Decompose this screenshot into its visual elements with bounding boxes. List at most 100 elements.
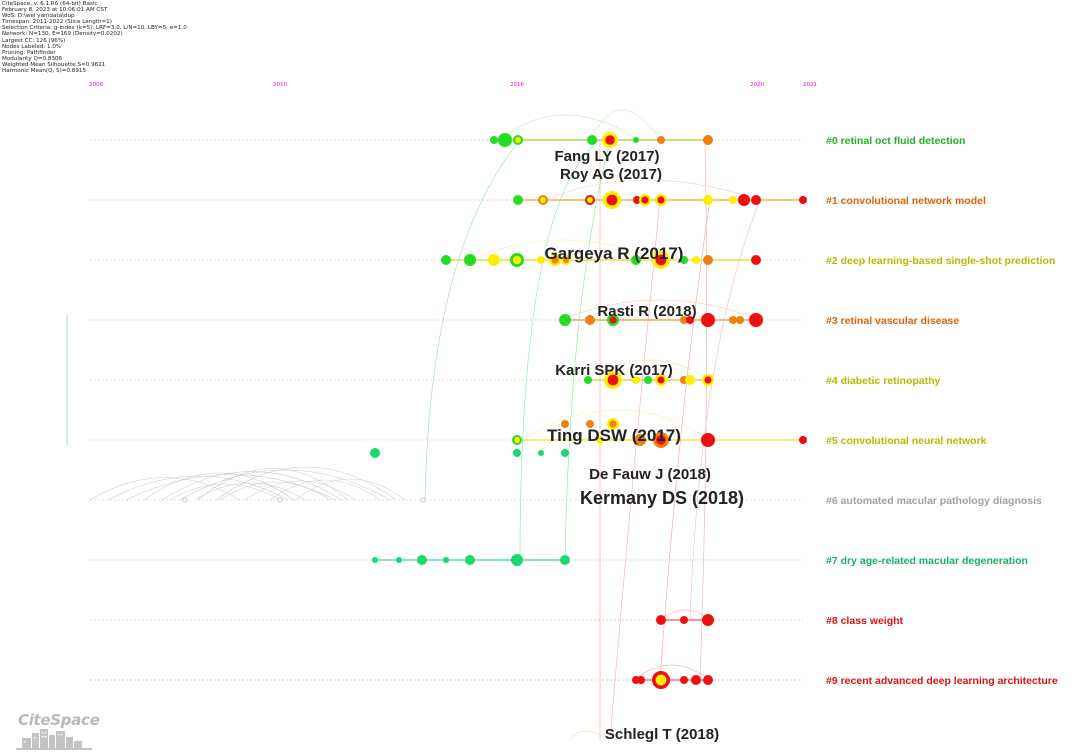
reference-node[interactable] (488, 254, 500, 266)
reference-node[interactable] (685, 375, 695, 385)
cluster-label[interactable]: #0 retinal oct fluid detection (826, 135, 965, 147)
reference-node[interactable] (703, 255, 713, 265)
reference-node[interactable] (691, 675, 701, 685)
reference-node[interactable] (607, 374, 619, 386)
reference-node[interactable] (586, 420, 594, 428)
reference-node[interactable] (655, 254, 667, 266)
reference-node[interactable] (703, 675, 713, 685)
reference-node[interactable] (680, 676, 688, 684)
reference-node[interactable] (632, 376, 640, 384)
reference-node[interactable] (511, 554, 523, 566)
reference-node[interactable] (561, 449, 569, 457)
reference-node[interactable] (560, 555, 570, 565)
reference-node[interactable] (587, 135, 597, 145)
reference-node[interactable] (540, 197, 546, 203)
reference-node[interactable] (417, 555, 427, 565)
reference-node[interactable] (609, 420, 617, 428)
reference-node[interactable] (464, 254, 476, 266)
reference-node[interactable] (537, 256, 545, 264)
reference-node[interactable] (596, 436, 604, 444)
cluster-label[interactable]: #4 diabetic retinopathy (826, 375, 941, 387)
reference-node[interactable] (641, 196, 649, 204)
reference-node[interactable] (686, 316, 694, 324)
reference-node[interactable] (609, 316, 617, 324)
reference-node[interactable] (605, 135, 615, 145)
reference-node[interactable] (182, 497, 188, 503)
reference-node[interactable] (587, 197, 593, 203)
reference-node[interactable] (704, 376, 712, 384)
reference-node[interactable] (644, 376, 652, 384)
reference-node[interactable] (551, 256, 559, 264)
reference-node[interactable] (443, 557, 449, 563)
reference-node[interactable] (680, 616, 688, 624)
reference-node[interactable] (680, 316, 688, 324)
reference-node[interactable] (633, 196, 641, 204)
reference-node[interactable] (751, 195, 761, 205)
reference-label[interactable]: Karri SPK (2017) (555, 362, 673, 379)
reference-node[interactable] (701, 433, 715, 447)
cluster-label[interactable]: #5 convolutional neural network (826, 435, 987, 447)
reference-node[interactable] (490, 136, 498, 144)
reference-node[interactable] (799, 196, 807, 204)
reference-node[interactable] (514, 437, 520, 443)
reference-node[interactable] (370, 448, 380, 458)
reference-node[interactable] (396, 557, 402, 563)
reference-node[interactable] (498, 133, 512, 147)
cluster-label[interactable]: #8 class weight (826, 615, 904, 627)
reference-node[interactable] (515, 137, 521, 143)
reference-node[interactable] (657, 376, 665, 384)
reference-node[interactable] (277, 497, 283, 503)
reference-node[interactable] (702, 614, 714, 626)
reference-node[interactable] (692, 256, 700, 264)
reference-node[interactable] (561, 420, 569, 428)
reference-node[interactable] (703, 135, 713, 145)
reference-node[interactable] (729, 196, 737, 204)
reference-node[interactable] (465, 555, 475, 565)
reference-node[interactable] (585, 315, 595, 325)
cluster-label[interactable]: #9 recent advanced deep learning archite… (826, 675, 1058, 687)
reference-label[interactable]: De Fauw J (2018) (589, 466, 711, 483)
reference-node[interactable] (513, 449, 521, 457)
reference-node[interactable] (538, 450, 544, 456)
reference-label[interactable]: Rasti R (2018) (597, 303, 696, 320)
reference-label[interactable]: Schlegl T (2018) (605, 726, 719, 743)
citation-edge (699, 139, 708, 681)
reference-node[interactable] (441, 255, 451, 265)
cluster-label[interactable]: #2 deep learning-based single-shot predi… (826, 255, 1055, 267)
reference-label[interactable]: Fang LY (2017) (554, 148, 659, 165)
cluster-label[interactable]: #6 automated macular pathology diagnosis (826, 495, 1042, 507)
reference-node[interactable] (420, 497, 426, 503)
reference-label[interactable]: Gargeya R (2017) (545, 244, 684, 263)
reference-label[interactable]: Roy AG (2017) (560, 166, 662, 183)
reference-node[interactable] (680, 256, 688, 264)
reference-node[interactable] (657, 196, 665, 204)
reference-node[interactable] (657, 136, 665, 144)
reference-node[interactable] (372, 557, 378, 563)
reference-node[interactable] (656, 615, 666, 625)
reference-node[interactable] (749, 313, 763, 327)
reference-node[interactable] (584, 376, 592, 384)
reference-node[interactable] (736, 316, 744, 324)
reference-node[interactable] (799, 436, 807, 444)
reference-node[interactable] (729, 316, 737, 324)
reference-node[interactable] (606, 194, 618, 206)
reference-node[interactable] (656, 435, 666, 445)
cluster-label[interactable]: #7 dry age-related macular degeneration (826, 555, 1028, 567)
reference-node[interactable] (637, 676, 645, 684)
reference-label[interactable]: Ting DSW (2017) (547, 426, 681, 445)
reference-node[interactable] (633, 137, 639, 143)
reference-node[interactable] (701, 313, 715, 327)
reference-node[interactable] (751, 255, 761, 265)
reference-node[interactable] (631, 255, 641, 265)
reference-node[interactable] (634, 434, 646, 446)
reference-node[interactable] (703, 195, 713, 205)
cluster-label[interactable]: #3 retinal vascular disease (826, 315, 959, 327)
reference-node[interactable] (512, 255, 522, 265)
cluster-label[interactable]: #1 convolutional network model (826, 195, 986, 207)
reference-node[interactable] (655, 674, 667, 686)
reference-node[interactable] (738, 194, 750, 206)
reference-node[interactable] (513, 195, 523, 205)
reference-label[interactable]: Kermany DS (2018) (580, 488, 744, 508)
reference-node[interactable] (563, 257, 569, 263)
reference-node[interactable] (559, 314, 571, 326)
